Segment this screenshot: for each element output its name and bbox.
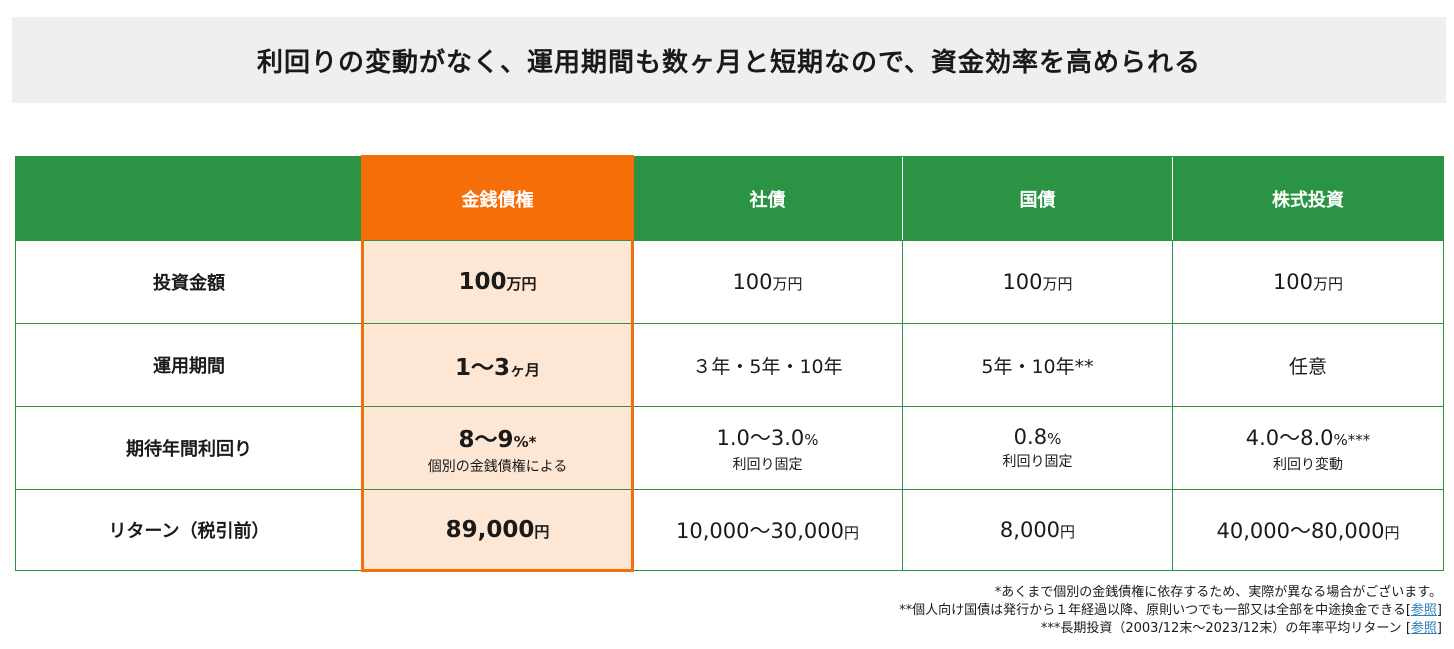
cell-value: 1〜3 bbox=[454, 355, 510, 381]
footnote-2-text: **個人向け国債は発行から１年経過以降、原則いつでも一部又は全部を中途換金できる bbox=[899, 603, 1406, 618]
table-header-row: 金銭債権 社債 国債 株式投資 bbox=[16, 157, 1443, 240]
cell-value: 任意 bbox=[1288, 355, 1327, 378]
row-label: 期待年間利回り bbox=[126, 439, 252, 460]
cell-value: 100 bbox=[1002, 270, 1043, 294]
cell-value: 100 bbox=[732, 270, 773, 294]
cell-subtext: 利回り固定 bbox=[732, 457, 803, 473]
cell-unit: 万円 bbox=[1313, 275, 1344, 293]
cell-value: 0.8 bbox=[1013, 425, 1048, 449]
table-cell: 40,000〜80,000円 bbox=[1172, 490, 1443, 570]
table-cell: 4.0〜8.0%*** 利回り変動 bbox=[1172, 407, 1443, 489]
table-cell: 100万円 bbox=[902, 241, 1172, 323]
cell-value: 5年・10年** bbox=[981, 355, 1094, 378]
cell-unit: %* bbox=[513, 433, 537, 451]
comparison-table: 金銭債権 社債 国債 株式投資 投資金額 100万円 100万円 100万円 1… bbox=[15, 156, 1444, 571]
cell-unit: % bbox=[1047, 430, 1062, 448]
footnote-2-reference-link[interactable]: 参照 bbox=[1410, 603, 1437, 618]
cell-value: 100 bbox=[1272, 270, 1314, 294]
cell-unit: ヶ月 bbox=[510, 361, 541, 379]
cell-unit: 円 bbox=[1384, 524, 1400, 542]
table-cell: 10,000〜30,000円 bbox=[632, 490, 902, 570]
cell-unit: 万円 bbox=[772, 275, 803, 293]
row-label: 投資金額 bbox=[153, 273, 225, 294]
table-row-expected-yield: 期待年間利回り 8〜9%* 個別の金銭債権による 1.0〜3.0% 利回り固定 … bbox=[16, 406, 1443, 489]
footnote-2: **個人向け国債は発行から１年経過以降、原則いつでも一部又は全部を中途換金できる… bbox=[899, 603, 1442, 618]
headline-title: 利回りの変動がなく、運用期間も数ヶ月と短期なので、資金効率を高められる bbox=[257, 47, 1201, 78]
table-cell: 100万円 bbox=[362, 241, 632, 323]
cell-unit: % bbox=[804, 431, 819, 449]
header-empty-cell bbox=[16, 157, 362, 240]
cell-subtext: 利回り固定 bbox=[1002, 454, 1073, 470]
footnote-3-text: ***長期投資（2003/12末〜2023/12末）の年率平均リターン bbox=[1040, 621, 1402, 636]
cell-unit: 万円 bbox=[506, 275, 537, 293]
cell-value: 1.0〜3.0 bbox=[716, 426, 805, 450]
cell-unit: %*** bbox=[1333, 431, 1371, 449]
footnote-3: ***長期投資（2003/12末〜2023/12末）の年率平均リターン [参照] bbox=[1040, 621, 1442, 636]
row-label: 運用期間 bbox=[153, 356, 225, 377]
cell-value: 40,000〜80,000 bbox=[1216, 519, 1385, 543]
headline-banner: 利回りの変動がなく、運用期間も数ヶ月と短期なので、資金効率を高められる bbox=[12, 17, 1446, 103]
header-corporate-bonds: 社債 bbox=[632, 157, 902, 240]
header-monetary-claims: 金銭債権 bbox=[362, 157, 632, 240]
cell-unit: 万円 bbox=[1042, 275, 1073, 293]
table-row-operation-period: 運用期間 1〜3ヶ月 ３年・5年・10年 5年・10年** 任意 bbox=[16, 323, 1443, 406]
table-cell: 1.0〜3.0% 利回り固定 bbox=[632, 407, 902, 489]
table-cell: 100万円 bbox=[632, 241, 902, 323]
table-cell: 100万円 bbox=[1172, 241, 1443, 323]
cell-unit: 円 bbox=[1060, 523, 1076, 541]
footnote-1: *あくまで個別の金銭債権に依存するため、実際が異なる場合がございます。 bbox=[994, 585, 1442, 600]
header-stock-investment: 株式投資 bbox=[1172, 157, 1443, 240]
header-government-bonds: 国債 bbox=[902, 157, 1172, 240]
table-cell: ３年・5年・10年 bbox=[632, 324, 902, 406]
cell-subtext: 個別の金銭債権による bbox=[427, 459, 568, 475]
table-cell: 任意 bbox=[1172, 324, 1443, 406]
row-label: リターン（税引前） bbox=[108, 521, 270, 542]
table-cell: 5年・10年** bbox=[902, 324, 1172, 406]
table-cell: 8,000円 bbox=[902, 490, 1172, 570]
footnote-3-reference-link[interactable]: 参照 bbox=[1410, 621, 1437, 636]
cell-value: 100 bbox=[458, 269, 507, 295]
cell-value: 10,000〜30,000 bbox=[676, 519, 844, 543]
table-cell: 1〜3ヶ月 bbox=[362, 324, 632, 406]
cell-value: ３年・5年・10年 bbox=[692, 355, 843, 378]
cell-unit: 円 bbox=[843, 524, 859, 542]
table-cell: 8〜9%* 個別の金銭債権による bbox=[362, 407, 632, 489]
table-row-investment-amount: 投資金額 100万円 100万円 100万円 100万円 bbox=[16, 240, 1443, 323]
cell-value: 8,000 bbox=[999, 518, 1061, 542]
cell-subtext: 利回り変動 bbox=[1273, 457, 1343, 473]
table-row-return: リターン（税引前） 89,000円 10,000〜30,000円 8,000円 … bbox=[16, 489, 1443, 570]
cell-value: 4.0〜8.0 bbox=[1245, 426, 1334, 450]
cell-unit: 円 bbox=[534, 523, 550, 541]
cell-value: 89,000 bbox=[445, 517, 535, 543]
cell-value: 8〜9 bbox=[458, 427, 514, 453]
footnotes: *あくまで個別の金銭債権に依存するため、実際が異なる場合がございます。 **個人… bbox=[542, 584, 1442, 638]
table-cell: 89,000円 bbox=[362, 490, 632, 570]
table-cell: 0.8% 利回り固定 bbox=[902, 407, 1172, 489]
